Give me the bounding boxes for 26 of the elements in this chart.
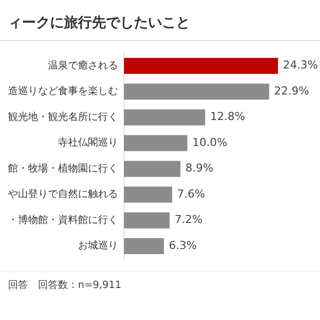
bar [124, 84, 270, 100]
bar [124, 58, 278, 74]
text: 回答 回答数：n=9,911 [8, 279, 122, 292]
data-label: 7.2% [174, 213, 203, 226]
data-label: 22.9% [274, 84, 310, 98]
bar [124, 186, 172, 203]
data-label: 12.8% [210, 110, 246, 124]
bar [124, 212, 170, 228]
bar [124, 109, 206, 126]
y-tick-label: 寺社仏閣巡り [58, 136, 118, 149]
chart-title: ィークに旅行先でしたいこと [0, 0, 320, 41]
data-label: 24.3% [283, 58, 318, 72]
data-label: 7.6% [177, 187, 206, 200]
y-tick-label: 観光地・観光名所に行く [8, 110, 118, 123]
y-tick-label: 造巡りなど食事を楽しむ [8, 85, 118, 98]
y-tick-label: ・博物館・資料館に行く [8, 214, 118, 226]
bar [124, 135, 188, 152]
data-label: 6.3% [168, 238, 197, 252]
y-tick-label: や山登りで自然に触れる [8, 188, 118, 200]
y-tick-label: 温泉で癒される [48, 59, 118, 72]
data-label: 8.9% [185, 162, 214, 175]
y-tick-label: 館・牧場・植物園に行く [8, 162, 118, 174]
bar [124, 160, 180, 177]
bar [124, 238, 164, 254]
data-label: 10.0% [192, 136, 228, 149]
y-tick-label: お城巡り [78, 240, 118, 252]
